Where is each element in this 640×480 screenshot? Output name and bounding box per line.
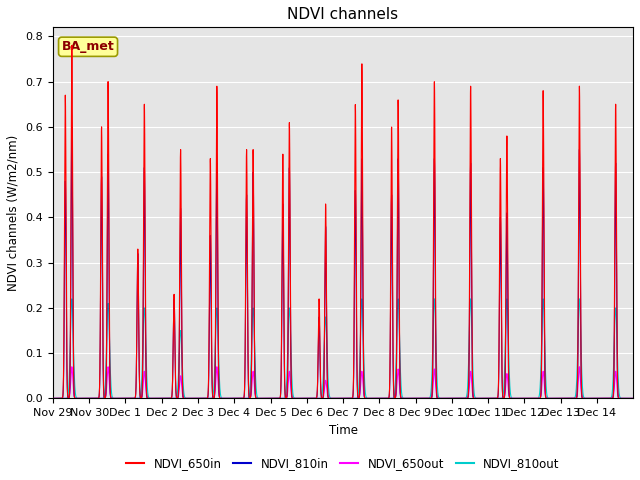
NDVI_810out [629,396,637,401]
NDVI_650in [418,396,426,401]
NDVI_650out [510,396,518,401]
NDVI_650in [510,396,518,401]
Legend: NDVI_650in, NDVI_810in, NDVI_650out, NDVI_810out: NDVI_650in, NDVI_810in, NDVI_650out, NDV… [122,453,564,475]
NDVI_650out [479,396,487,401]
Line: NDVI_810out: NDVI_810out [53,299,633,398]
Text: BA_met: BA_met [61,40,115,53]
NDVI_810in [479,396,487,401]
NDVI_810in [629,396,637,401]
NDVI_810in [521,396,529,401]
NDVI_650out [259,396,267,401]
Line: NDVI_650out: NDVI_650out [53,367,633,398]
NDVI_810out [49,396,57,401]
NDVI_810out [479,396,487,401]
Y-axis label: NDVI channels (W/m2/nm): NDVI channels (W/m2/nm) [7,135,20,291]
NDVI_810in [510,396,518,401]
NDVI_650in [629,396,637,401]
NDVI_650out [418,396,426,401]
NDVI_810in [418,396,426,401]
NDVI_810in [392,379,400,384]
NDVI_650in [78,396,86,401]
NDVI_810out [510,396,518,401]
NDVI_650out [629,396,637,401]
NDVI_810in [49,396,57,401]
Title: NDVI channels: NDVI channels [287,7,399,22]
Line: NDVI_650in: NDVI_650in [53,46,633,398]
NDVI_810out [68,296,76,302]
NDVI_810out [418,396,426,401]
NDVI_650out [392,390,400,396]
NDVI_810in [68,124,76,130]
NDVI_650in [49,396,57,401]
NDVI_650in [259,396,267,401]
NDVI_810in [78,396,86,401]
NDVI_810out [259,396,267,401]
Line: NDVI_810in: NDVI_810in [53,127,633,398]
NDVI_810out [392,351,400,357]
NDVI_650out [68,364,76,370]
NDVI_650out [49,396,57,401]
NDVI_810in [259,396,267,401]
NDVI_650out [78,396,86,401]
NDVI_650in [521,396,529,401]
NDVI_650in [68,43,76,48]
NDVI_650in [479,396,487,401]
X-axis label: Time: Time [328,424,358,437]
NDVI_810out [78,396,86,401]
NDVI_650in [392,375,400,381]
